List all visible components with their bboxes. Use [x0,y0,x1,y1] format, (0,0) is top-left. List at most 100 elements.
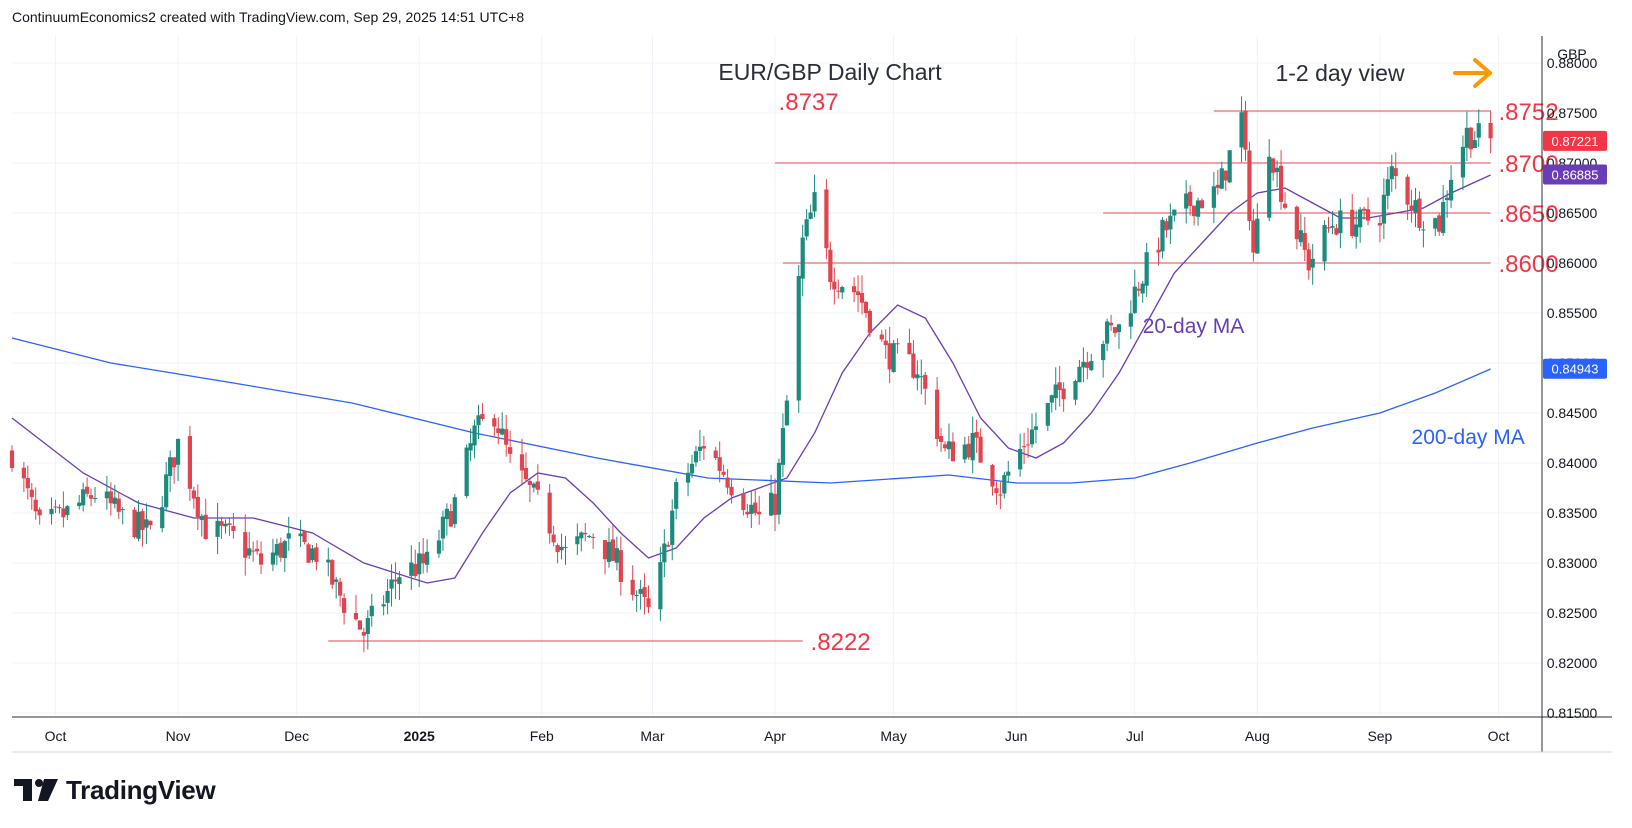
candle[interactable] [745,503,750,518]
candle[interactable] [1227,150,1232,184]
candle[interactable] [642,573,647,615]
candle[interactable] [21,461,26,492]
candle[interactable] [1381,178,1386,239]
candle[interactable] [1061,382,1066,412]
candle[interactable] [1385,166,1390,210]
candle[interactable] [77,495,82,510]
candle[interactable] [1476,109,1481,147]
candle[interactable] [780,413,786,478]
candle[interactable] [772,478,778,532]
candle[interactable] [923,371,928,405]
candle[interactable] [389,564,394,607]
candle[interactable] [88,488,94,507]
candle[interactable] [634,590,639,612]
candle[interactable] [559,533,564,560]
candle[interactable] [575,523,580,556]
candle[interactable] [116,492,121,519]
candle[interactable] [1105,318,1110,352]
candle[interactable] [1101,340,1106,378]
candle[interactable] [1191,205,1197,226]
candle[interactable] [1168,203,1173,245]
candle[interactable] [452,494,457,528]
candle[interactable] [1413,187,1418,228]
candle[interactable] [421,538,426,574]
candle[interactable] [353,595,359,621]
candle[interactable] [1302,216,1307,262]
candle[interactable] [1338,198,1343,249]
candle[interactable] [1464,111,1469,161]
candle[interactable] [326,547,331,577]
candle[interactable] [1354,210,1359,249]
candle[interactable] [832,267,837,305]
candle[interactable] [990,464,995,496]
candle[interactable] [1441,185,1446,236]
candle[interactable] [1243,100,1248,161]
candle[interactable] [49,497,54,525]
candle[interactable] [508,430,513,463]
candle[interactable] [219,516,224,539]
candle[interactable] [330,559,335,589]
candle[interactable] [1172,209,1177,222]
candle[interactable] [1361,206,1367,220]
candle[interactable] [53,499,58,514]
candle[interactable] [436,529,442,558]
candle[interactable] [935,377,940,447]
candle[interactable] [215,502,220,555]
candle[interactable] [1211,171,1216,224]
candle[interactable] [1018,433,1023,477]
candle[interactable] [855,275,861,313]
candle[interactable] [994,481,999,505]
candle[interactable] [776,458,782,525]
candle[interactable] [282,539,287,572]
candle[interactable] [519,438,525,485]
candle[interactable] [1160,217,1165,259]
candle[interactable] [1081,347,1086,383]
candle[interactable] [824,179,829,260]
candle[interactable] [274,538,279,566]
candle[interactable] [306,542,311,563]
candle[interactable] [804,209,809,241]
candle[interactable] [1421,221,1426,248]
candle[interactable] [701,435,706,460]
candle[interactable] [606,528,612,568]
candle[interactable] [338,577,343,607]
candle[interactable] [1409,189,1414,223]
candle[interactable] [784,395,789,426]
candle[interactable] [243,514,248,576]
candle[interactable] [448,503,453,527]
candle[interactable] [1251,208,1256,262]
candle[interactable] [721,464,726,478]
candle[interactable] [132,506,137,539]
candle[interactable] [1330,211,1335,235]
candle[interactable] [1239,96,1244,163]
candle[interactable] [666,541,671,548]
candle[interactable] [1275,160,1280,188]
candle[interactable] [251,541,256,562]
candle[interactable] [314,542,319,571]
candle[interactable] [828,241,833,290]
candle[interactable] [693,445,699,467]
candle[interactable] [725,469,730,495]
candle[interactable] [1132,269,1137,314]
candle[interactable] [203,498,208,540]
candle[interactable] [148,520,153,530]
candle[interactable] [468,428,473,462]
candle[interactable] [1326,216,1331,233]
candle[interactable] [966,435,971,460]
candle[interactable] [942,441,948,452]
candle[interactable] [365,610,370,650]
candle[interactable] [1393,152,1398,190]
candle[interactable] [504,414,509,457]
candle[interactable] [749,491,754,529]
candle[interactable] [950,432,956,462]
candle[interactable] [199,513,204,537]
candle[interactable] [492,414,497,438]
candle[interactable] [1116,323,1122,349]
candle[interactable] [231,512,236,539]
candle[interactable] [413,549,418,578]
candle[interactable] [417,541,422,588]
candle[interactable] [938,427,944,452]
candle[interactable] [160,496,165,533]
candle[interactable] [255,540,260,555]
candle[interactable] [175,438,181,481]
